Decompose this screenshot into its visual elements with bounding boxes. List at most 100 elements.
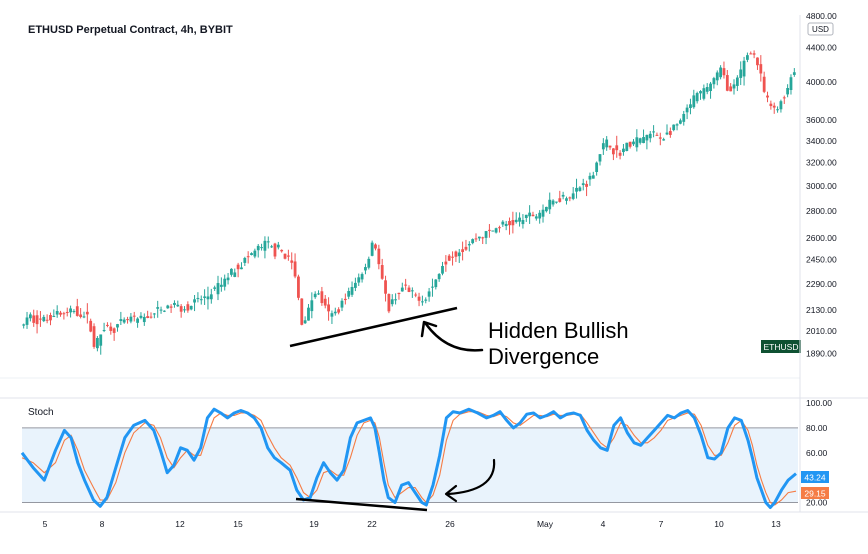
candle-body bbox=[628, 141, 632, 147]
price-annotation-arrowhead bbox=[420, 320, 438, 338]
candle-body bbox=[608, 145, 612, 148]
price-tick-label: 2290.00 bbox=[806, 279, 837, 289]
candle-body bbox=[766, 95, 769, 98]
price-tick-label: 3000.00 bbox=[806, 181, 837, 191]
candle-body bbox=[45, 319, 49, 321]
price-divergence-trendline bbox=[289, 306, 458, 348]
candle-body bbox=[75, 306, 79, 316]
candle-body bbox=[434, 279, 438, 288]
candle-body bbox=[132, 315, 136, 317]
candle-body bbox=[749, 53, 753, 55]
candle-body bbox=[149, 316, 153, 318]
candle-body bbox=[109, 326, 113, 331]
candle-body bbox=[719, 67, 723, 78]
candle-body bbox=[404, 284, 408, 286]
candle-body bbox=[55, 311, 59, 315]
candle-body bbox=[705, 87, 709, 92]
candle-body bbox=[142, 316, 146, 323]
candle-body bbox=[655, 134, 659, 136]
candle-body bbox=[390, 299, 394, 305]
price-tick-label: 2800.00 bbox=[806, 206, 837, 216]
candle-body bbox=[528, 212, 532, 217]
candle-body bbox=[72, 310, 76, 312]
candle-body bbox=[776, 109, 779, 111]
candle-body bbox=[581, 183, 585, 186]
candle-body bbox=[283, 253, 287, 259]
symbol-badge-bg bbox=[761, 340, 801, 353]
candle-body bbox=[226, 277, 230, 281]
price-annotation-arrow bbox=[424, 322, 484, 352]
time-tick-label: 12 bbox=[175, 519, 185, 529]
candle-body bbox=[514, 219, 518, 223]
candle-body bbox=[518, 217, 521, 222]
candle-body bbox=[260, 247, 263, 249]
candle-body bbox=[789, 77, 793, 91]
candle-body bbox=[330, 313, 334, 317]
stoch-title: Stoch bbox=[28, 407, 54, 418]
stoch-tick-label: 100.00 bbox=[806, 398, 832, 408]
candle-body bbox=[179, 306, 183, 312]
candle-body bbox=[746, 55, 749, 60]
candle-body bbox=[350, 286, 354, 295]
price-tick-label: 4400.00 bbox=[806, 42, 837, 52]
candle-body bbox=[79, 314, 83, 317]
candle-body bbox=[585, 183, 588, 187]
stoch-d-value-badge-bg bbox=[801, 487, 829, 499]
price-tick-label: 2450.00 bbox=[806, 254, 837, 264]
candle-body bbox=[122, 319, 126, 323]
candle-body bbox=[52, 315, 56, 317]
time-tick-label: May bbox=[537, 519, 554, 529]
candle-body bbox=[601, 143, 605, 150]
candle-body bbox=[417, 296, 421, 301]
candle-body bbox=[203, 296, 207, 298]
candle-body bbox=[508, 220, 511, 226]
candle-body bbox=[320, 291, 324, 304]
candle-body bbox=[792, 72, 796, 75]
chart-title: ETHUSD Perpetual Contract, 4h, BYBIT bbox=[28, 24, 233, 36]
candle-body bbox=[156, 307, 160, 309]
candle-body bbox=[544, 206, 548, 212]
candle-body bbox=[407, 287, 411, 292]
time-tick-label: 15 bbox=[233, 519, 243, 529]
stoch-tick-label: 80.00 bbox=[806, 423, 828, 433]
price-tick-label: 4800.00 bbox=[806, 11, 837, 21]
candle-body bbox=[756, 57, 759, 66]
candle-body bbox=[541, 209, 545, 217]
candle-body bbox=[742, 60, 746, 77]
candle-body bbox=[397, 292, 401, 295]
candle-body bbox=[136, 318, 139, 323]
symbol-badge: ETHUSD bbox=[764, 342, 799, 352]
candle-body bbox=[642, 137, 645, 144]
candle-body bbox=[702, 88, 706, 99]
candle-body bbox=[591, 175, 595, 179]
stoch-band bbox=[22, 427, 798, 503]
candle-body bbox=[632, 141, 635, 145]
candle-body bbox=[246, 256, 250, 258]
candle-body bbox=[89, 320, 93, 332]
candle-body bbox=[635, 137, 639, 148]
candle-body bbox=[494, 228, 498, 233]
candle-body bbox=[769, 103, 773, 107]
candle-body bbox=[598, 154, 602, 162]
candle-body bbox=[300, 298, 304, 325]
candle-body bbox=[297, 276, 300, 298]
candle-body bbox=[588, 175, 592, 180]
candlestick-series bbox=[22, 50, 796, 355]
candle-body bbox=[618, 152, 622, 156]
candle-body bbox=[82, 316, 86, 318]
candle-body bbox=[555, 201, 558, 203]
candle-body bbox=[166, 305, 170, 309]
candle-body bbox=[622, 148, 625, 153]
candle-body bbox=[307, 307, 310, 321]
candle-body bbox=[427, 291, 431, 297]
candle-body bbox=[548, 199, 552, 210]
candle-body bbox=[323, 298, 327, 306]
candle-body bbox=[652, 131, 655, 133]
candle-body bbox=[196, 297, 200, 299]
candle-body bbox=[253, 250, 257, 257]
candle-body bbox=[447, 255, 451, 261]
candle-body bbox=[119, 319, 123, 322]
